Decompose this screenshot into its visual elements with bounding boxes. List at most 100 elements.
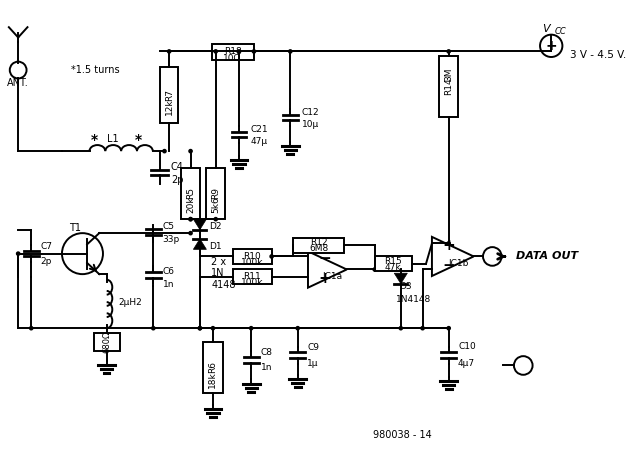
Text: C9: C9 xyxy=(307,343,319,352)
Circle shape xyxy=(188,231,193,235)
Text: D1: D1 xyxy=(209,242,222,251)
Circle shape xyxy=(420,326,425,330)
Circle shape xyxy=(269,254,274,259)
Text: +: + xyxy=(442,238,455,253)
Text: D2: D2 xyxy=(209,222,221,231)
Text: C21: C21 xyxy=(250,125,268,134)
Text: R14: R14 xyxy=(444,77,454,95)
Text: 18k: 18k xyxy=(208,371,218,388)
Text: C5: C5 xyxy=(163,222,175,231)
Text: 100k: 100k xyxy=(241,258,264,266)
Bar xyxy=(293,238,344,253)
Text: 4148: 4148 xyxy=(211,280,236,290)
Text: 33p: 33p xyxy=(163,235,180,244)
Bar xyxy=(206,168,225,219)
Circle shape xyxy=(188,217,193,221)
Polygon shape xyxy=(308,251,347,288)
Text: 6M8: 6M8 xyxy=(309,244,328,253)
Circle shape xyxy=(447,326,451,330)
Polygon shape xyxy=(432,237,474,276)
Text: 10μ: 10μ xyxy=(301,119,319,129)
Text: C12: C12 xyxy=(301,109,319,118)
Text: R6: R6 xyxy=(208,361,218,373)
Circle shape xyxy=(162,149,167,154)
Text: 2p: 2p xyxy=(171,175,184,185)
Text: 100k: 100k xyxy=(241,278,264,287)
Text: C4: C4 xyxy=(171,162,184,172)
Text: +: + xyxy=(318,271,331,286)
Text: 2p: 2p xyxy=(40,257,52,266)
Text: 1n: 1n xyxy=(163,280,174,289)
Text: 2 x: 2 x xyxy=(211,257,226,267)
Circle shape xyxy=(296,326,300,330)
Circle shape xyxy=(252,49,256,54)
Text: C6: C6 xyxy=(163,267,175,276)
Text: 20k: 20k xyxy=(186,196,195,212)
Circle shape xyxy=(288,49,292,54)
Text: D3: D3 xyxy=(399,282,411,291)
Text: 47k: 47k xyxy=(385,263,402,272)
Polygon shape xyxy=(193,219,206,229)
Text: C7: C7 xyxy=(40,242,53,251)
Bar xyxy=(160,67,179,123)
Text: R18: R18 xyxy=(224,47,242,56)
Text: 3M: 3M xyxy=(444,68,454,81)
Text: R12: R12 xyxy=(310,238,328,247)
Text: T1: T1 xyxy=(69,222,81,233)
Text: L1: L1 xyxy=(108,134,119,144)
Text: −: − xyxy=(318,251,331,266)
Circle shape xyxy=(188,217,193,221)
Circle shape xyxy=(16,251,21,256)
Circle shape xyxy=(62,233,103,274)
Circle shape xyxy=(213,217,218,221)
Text: CC: CC xyxy=(555,27,567,36)
Text: −: − xyxy=(442,258,455,273)
Circle shape xyxy=(198,326,202,330)
Circle shape xyxy=(151,326,155,330)
Text: 1μ: 1μ xyxy=(307,359,318,368)
Text: 3 V - 4.5 V.: 3 V - 4.5 V. xyxy=(570,50,626,60)
Text: 12k: 12k xyxy=(165,98,174,115)
Polygon shape xyxy=(193,239,206,250)
Polygon shape xyxy=(394,273,408,284)
Circle shape xyxy=(483,247,502,266)
Text: 1N4148: 1N4148 xyxy=(396,295,431,304)
Bar xyxy=(440,56,458,117)
Text: 1n: 1n xyxy=(260,363,272,372)
Bar xyxy=(203,342,223,393)
Text: C10: C10 xyxy=(458,342,476,352)
Text: R11: R11 xyxy=(243,273,261,282)
Text: 2μH2: 2μH2 xyxy=(118,298,142,306)
Text: *1.5 turns: *1.5 turns xyxy=(71,65,120,75)
Text: DATA OUT: DATA OUT xyxy=(516,251,578,261)
Text: *: * xyxy=(91,133,98,147)
Text: R15: R15 xyxy=(384,257,402,266)
Circle shape xyxy=(10,62,26,78)
Circle shape xyxy=(372,267,377,272)
Circle shape xyxy=(188,149,193,154)
Circle shape xyxy=(29,326,33,330)
Text: 5k6: 5k6 xyxy=(211,196,220,212)
Text: R9: R9 xyxy=(211,187,220,199)
Text: *: * xyxy=(135,133,142,147)
Circle shape xyxy=(514,356,533,375)
Text: R5: R5 xyxy=(186,187,195,199)
Circle shape xyxy=(249,326,253,330)
Text: 680Ω: 680Ω xyxy=(102,331,111,353)
Text: IC1b: IC1b xyxy=(448,259,468,268)
Text: 10Ω: 10Ω xyxy=(223,55,242,63)
Circle shape xyxy=(447,49,451,54)
Circle shape xyxy=(213,49,218,54)
Text: C8: C8 xyxy=(260,348,272,357)
Bar xyxy=(375,257,412,271)
Text: R7: R7 xyxy=(165,89,174,101)
Bar xyxy=(94,333,120,352)
Circle shape xyxy=(198,326,202,330)
Bar xyxy=(233,269,272,284)
Bar xyxy=(181,168,200,219)
Circle shape xyxy=(167,49,172,54)
Text: 4μ7: 4μ7 xyxy=(458,359,475,368)
Bar xyxy=(233,249,272,264)
Text: IC1a: IC1a xyxy=(322,273,342,282)
Circle shape xyxy=(447,241,451,246)
